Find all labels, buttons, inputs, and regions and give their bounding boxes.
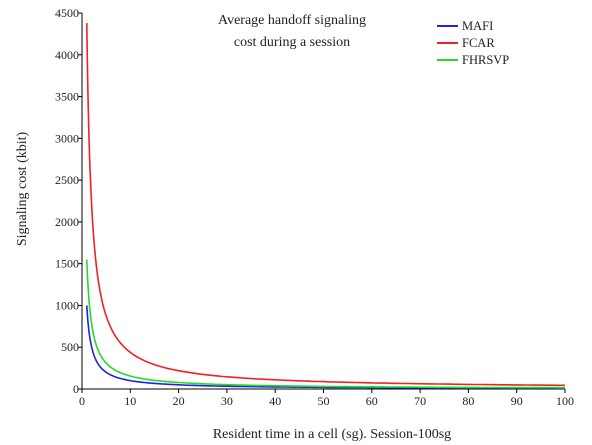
x-tick-label: 70: [414, 394, 426, 408]
y-tick-label: 4500: [55, 6, 79, 20]
legend-label-fhrsvp: FHRSVP: [462, 53, 509, 67]
y-tick-label: 3500: [55, 90, 79, 104]
series-line-fhrsvp: [86, 259, 565, 389]
x-tick-label: 60: [366, 394, 378, 408]
y-tick-label: 1000: [55, 298, 79, 312]
y-ticks: 0 500 1000 1500 2000 2500 3000 3500 4000 4500: [55, 6, 82, 396]
legend-label-mafi: MAFI: [462, 19, 493, 33]
x-tick-label: 80: [462, 394, 474, 408]
legend: MAFI FCAR FHRSVP: [437, 19, 509, 67]
y-tick-label: 1500: [55, 257, 79, 271]
y-tick-label: 2500: [55, 173, 79, 187]
chart-title: Average handoff signaling cost during a …: [218, 13, 366, 50]
x-tick-label: 90: [511, 394, 523, 408]
y-tick-label: 2000: [55, 215, 79, 229]
x-tick-label: 20: [173, 394, 185, 408]
x-tick-label: 40: [269, 394, 281, 408]
y-tick-label: 3000: [55, 131, 79, 145]
x-tick-label: 10: [124, 394, 136, 408]
y-tick-label: 0: [73, 382, 79, 396]
series-line-fcar: [86, 22, 565, 387]
legend-label-fcar: FCAR: [462, 36, 495, 50]
x-tick-label: 100: [556, 394, 574, 408]
chart-title-line-2: cost during a session: [234, 35, 350, 50]
chart-title-line-1: Average handoff signaling: [218, 13, 366, 28]
series-lines: [86, 22, 565, 390]
x-ticks: 0 10 20 30 40 50 60 70 80 90 100: [79, 389, 574, 408]
y-tick-label: 500: [61, 340, 79, 354]
y-tick-label: 4000: [55, 48, 79, 62]
x-tick-label: 50: [318, 394, 330, 408]
x-tick-label: 30: [221, 394, 233, 408]
x-axis-title: Resident time in a cell (sg). Session-10…: [213, 427, 451, 442]
y-axis-title: Signaling cost (kbit): [15, 132, 30, 247]
x-tick-label: 0: [79, 394, 85, 408]
